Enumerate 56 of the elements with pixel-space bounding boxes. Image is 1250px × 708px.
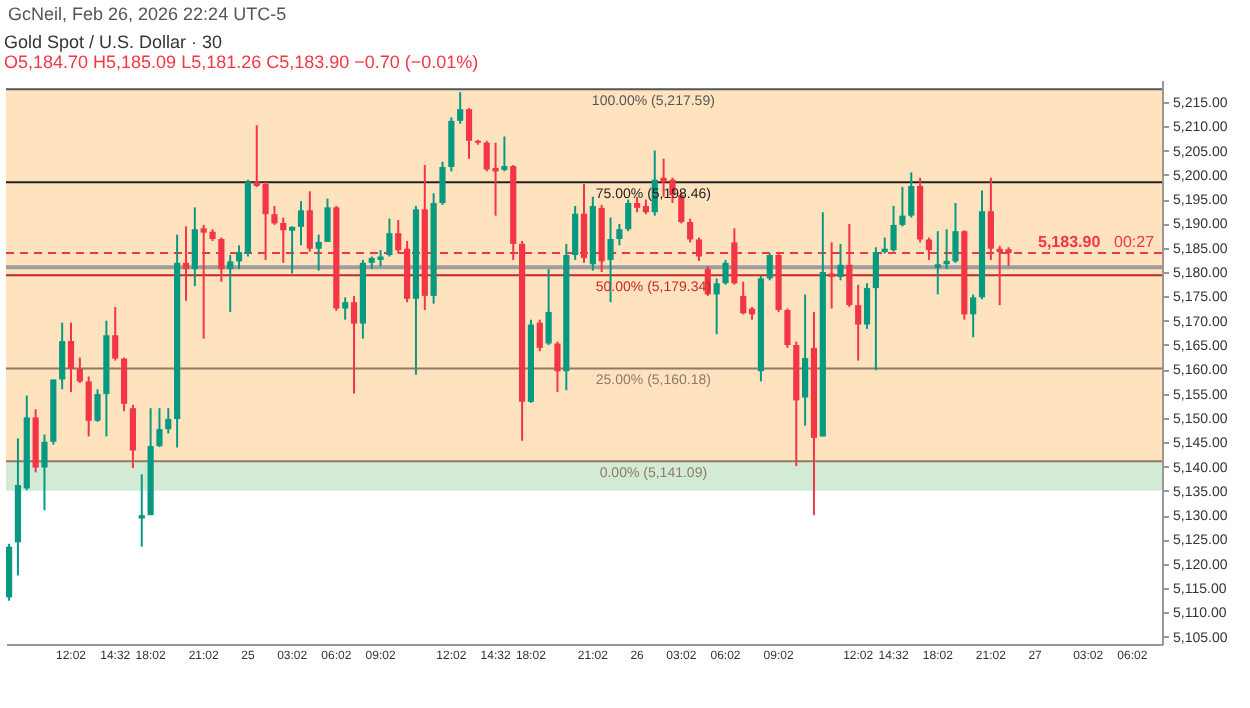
candlestick <box>41 433 48 512</box>
candlestick <box>740 280 747 316</box>
candlestick <box>289 225 296 275</box>
chart-title: Gold Spot / U.S. Dollar · 30 <box>4 32 223 52</box>
candlestick <box>439 160 446 206</box>
candlestick <box>545 268 552 346</box>
candlestick <box>536 318 543 353</box>
candlestick <box>554 340 561 394</box>
candlestick <box>934 230 941 296</box>
chart-subtitle: O5,184.70 H5,185.09 L5,181.26 C5,183.90 −0.70 (−0.01%) <box>4 52 479 72</box>
text: GcNeil, Feb 26, 2026 22:24 UTC-5 <box>6 2 289 28</box>
annotation: 00:27 <box>1114 233 1156 252</box>
candlestick <box>457 91 464 125</box>
candlestick <box>572 204 579 261</box>
candlestick <box>908 171 915 219</box>
candlestick <box>297 200 305 247</box>
candlestick <box>872 246 879 372</box>
candlestick <box>138 473 145 548</box>
candlestick <box>899 185 906 228</box>
candlestick <box>165 407 172 435</box>
candlestick <box>191 206 198 288</box>
candlestick <box>863 282 871 330</box>
candlestick <box>766 252 773 282</box>
candlestick <box>501 135 508 173</box>
candlestick <box>625 198 632 233</box>
candlestick <box>952 202 959 264</box>
candlestick <box>890 204 897 253</box>
candlestick <box>837 242 844 282</box>
candlestick <box>67 321 75 394</box>
candlestick <box>616 222 623 247</box>
candlestick <box>94 388 101 423</box>
candlestick <box>386 217 393 258</box>
candlestick <box>120 356 128 413</box>
candlestick <box>324 197 331 243</box>
candlestick <box>448 116 455 173</box>
candlestick <box>342 296 349 321</box>
candlestick <box>156 407 163 449</box>
candlestick <box>227 254 234 313</box>
candlestick <box>802 293 809 427</box>
candlestick <box>855 283 862 362</box>
candlestick <box>722 258 729 286</box>
candlestick <box>465 107 473 160</box>
candlestick <box>350 294 358 395</box>
candlestick <box>59 321 66 391</box>
candlestick <box>85 375 92 438</box>
candlestick <box>76 356 83 384</box>
candlestick <box>129 403 137 469</box>
candlestick <box>315 233 322 272</box>
candlestick <box>271 204 278 226</box>
ref-line-label: 5,183.90 <box>1038 233 1102 252</box>
candlestick <box>687 217 694 244</box>
candlestick <box>713 277 720 336</box>
candlestick <box>784 307 791 349</box>
candlestick <box>970 293 977 339</box>
candlestick <box>112 306 119 362</box>
candlestick <box>492 141 499 217</box>
